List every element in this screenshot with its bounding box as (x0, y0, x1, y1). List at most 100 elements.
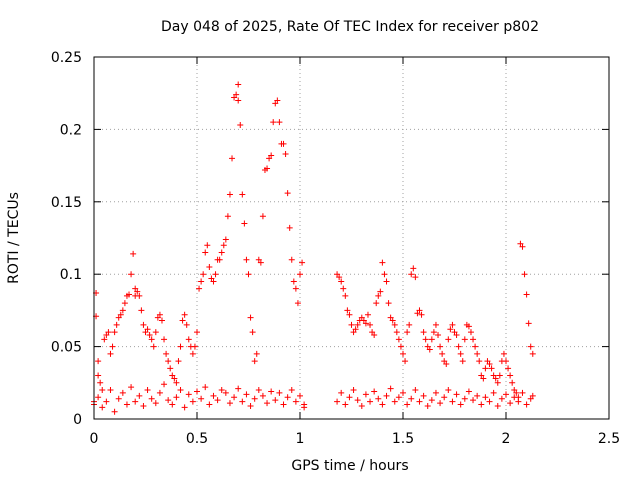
data-point (136, 292, 143, 299)
data-point (169, 401, 176, 408)
data-point (270, 119, 277, 126)
data-point (251, 358, 258, 365)
data-point (527, 343, 534, 350)
data-point (402, 358, 409, 365)
y-tick-label: 0 (73, 412, 82, 428)
x-tick-label: 0 (90, 431, 99, 447)
data-point (161, 336, 168, 343)
data-point (455, 343, 462, 350)
data-point (165, 358, 172, 365)
data-point (525, 320, 532, 327)
data-point (152, 400, 159, 407)
data-point (344, 307, 351, 314)
data-point (342, 401, 349, 408)
data-point (189, 350, 196, 357)
data-point (453, 391, 460, 398)
data-point (119, 307, 126, 314)
data-point (350, 387, 357, 394)
data-point (346, 311, 353, 318)
data-point (171, 375, 178, 382)
x-tick-label: 1 (296, 431, 305, 447)
data-point (507, 372, 514, 379)
data-point (441, 394, 448, 401)
data-point (449, 398, 456, 405)
data-point (496, 372, 503, 379)
data-point (385, 300, 392, 307)
data-point (181, 404, 188, 411)
data-point (177, 387, 184, 394)
data-point (404, 401, 411, 408)
data-point (128, 384, 135, 391)
data-point (364, 311, 371, 318)
data-point (264, 165, 271, 172)
data-point (231, 394, 238, 401)
data-point (375, 395, 382, 402)
plot-frame (93, 56, 610, 420)
data-point (233, 91, 240, 98)
data-point (126, 291, 133, 298)
data-point (432, 321, 439, 328)
x-tick-label: 2.5 (598, 431, 620, 447)
data-point (500, 350, 507, 357)
data-point (235, 385, 242, 392)
data-point (191, 343, 198, 350)
data-point (494, 379, 501, 386)
data-point (400, 389, 406, 396)
grid-lines (94, 57, 609, 419)
data-point (503, 391, 509, 398)
data-point (513, 389, 520, 396)
data-point (181, 311, 188, 318)
data-point (400, 350, 406, 357)
data-point (412, 387, 419, 394)
data-point (206, 263, 213, 270)
data-point (165, 397, 172, 404)
data-point (292, 398, 299, 405)
data-point (428, 336, 435, 343)
data-point (140, 321, 147, 328)
data-point (220, 242, 227, 249)
data-point (381, 271, 388, 278)
data-point (123, 401, 130, 408)
data-point (428, 397, 435, 404)
data-point (222, 236, 229, 243)
data-point (138, 307, 145, 314)
data-point (158, 317, 165, 324)
data-point (375, 292, 382, 299)
data-point (290, 278, 297, 285)
x-tick-label: 1.5 (392, 431, 414, 447)
data-point (371, 388, 378, 395)
data-point (498, 395, 505, 402)
y-tick-label: 0.05 (51, 340, 82, 356)
data-point (387, 385, 394, 392)
data-point (457, 401, 464, 408)
data-point (379, 401, 386, 408)
data-point (224, 213, 231, 220)
data-point (334, 398, 341, 405)
data-point (397, 343, 404, 350)
data-point (459, 358, 466, 365)
data-point (383, 278, 390, 285)
data-point (503, 358, 509, 365)
data-point (420, 329, 427, 336)
data-point (437, 400, 444, 407)
data-point (443, 360, 450, 367)
data-point (241, 220, 248, 227)
data-points (91, 81, 536, 415)
data-point (101, 336, 108, 343)
data-point (354, 397, 361, 404)
data-point (435, 332, 442, 339)
data-point (111, 408, 118, 415)
data-point (511, 394, 518, 401)
data-point (408, 395, 415, 402)
data-point (367, 398, 374, 405)
data-point (410, 265, 417, 272)
data-point (467, 329, 474, 336)
data-point (445, 387, 452, 394)
data-point (185, 336, 192, 343)
data-point (490, 389, 497, 396)
data-point (194, 329, 200, 336)
data-point (226, 400, 233, 407)
data-point (95, 358, 102, 365)
data-point (204, 242, 211, 249)
y-tick-label: 0.1 (60, 267, 82, 283)
